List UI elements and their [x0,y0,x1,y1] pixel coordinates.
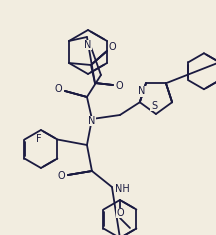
Text: F: F [36,134,42,144]
Text: NH: NH [114,184,129,194]
Text: O: O [115,81,123,91]
Text: N: N [88,116,96,126]
Text: S: S [151,101,157,111]
Text: N: N [84,40,92,50]
Text: O: O [108,42,116,52]
Text: O: O [116,208,124,218]
Text: O: O [54,84,62,94]
Text: N: N [138,86,146,96]
Text: O: O [57,171,65,181]
